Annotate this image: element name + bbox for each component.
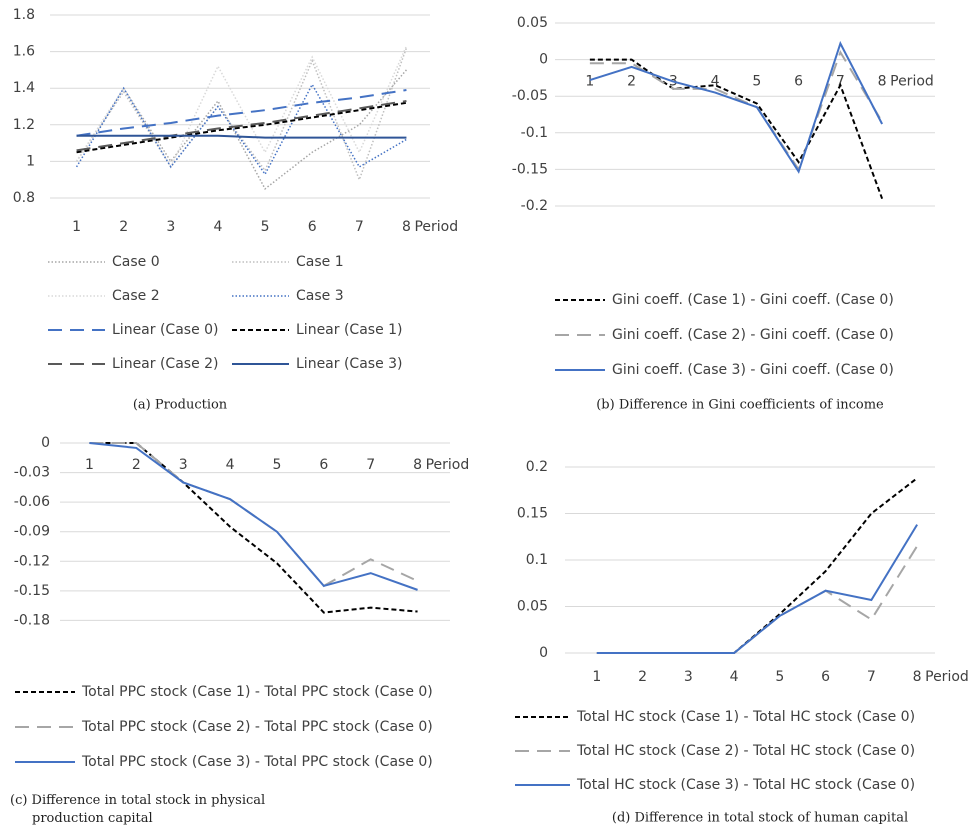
series-line — [76, 89, 407, 137]
series-line — [76, 134, 407, 139]
y-tick-label: 0 — [539, 52, 548, 68]
x-axis-label: Period — [414, 219, 458, 235]
x-tick-label: 6 — [308, 219, 317, 235]
legend-label: Case 1 — [296, 254, 344, 270]
x-tick-label: 1 — [72, 219, 81, 235]
y-tick-label: 0.1 — [526, 552, 548, 568]
y-tick-label: -0.18 — [14, 612, 50, 628]
x-tick-label: 8 — [413, 457, 422, 473]
y-tick-label: -0.15 — [14, 583, 50, 599]
series-line — [89, 442, 418, 591]
y-tick-label: 0 — [539, 645, 548, 661]
x-tick-label: 3 — [179, 457, 188, 473]
y-tick-label: 0.05 — [517, 599, 548, 615]
legend-label: Total PPC stock (Case 3) - Total PPC sto… — [81, 754, 433, 770]
x-tick-label: 8 — [402, 219, 411, 235]
y-tick-label: 0.15 — [517, 506, 548, 522]
y-tick-label: 0.05 — [517, 15, 548, 31]
y-tick-label: -0.2 — [521, 198, 548, 214]
x-tick-label: 6 — [821, 669, 830, 685]
x-tick-label: 8 — [878, 74, 887, 90]
x-tick-label: 5 — [261, 219, 270, 235]
x-tick-label: 7 — [366, 457, 375, 473]
x-tick-label: 7 — [867, 669, 876, 685]
y-tick-label: 1 — [26, 153, 35, 169]
x-tick-label: 3 — [166, 219, 175, 235]
x-tick-label: 4 — [226, 457, 235, 473]
legend-label: Total PPC stock (Case 2) - Total PPC sto… — [81, 719, 433, 735]
y-tick-label: -0.09 — [14, 524, 50, 540]
legend-label: Linear (Case 3) — [296, 356, 403, 372]
series-line — [589, 58, 884, 200]
y-tick-label: -0.05 — [512, 88, 548, 104]
y-tick-label: -0.1 — [521, 125, 548, 141]
series-line — [596, 477, 918, 654]
legend-label: Gini coeff. (Case 2) - Gini coeff. (Case… — [612, 327, 894, 343]
y-tick-label: 0.8 — [13, 190, 35, 206]
legend-label: Total HC stock (Case 1) - Total HC stock… — [576, 709, 915, 725]
x-axis-label: Period — [426, 457, 470, 473]
y-tick-label: -0.06 — [14, 494, 50, 510]
x-tick-label: 4 — [213, 219, 222, 235]
legend-label: Linear (Case 0) — [112, 322, 219, 338]
y-tick-label: 1.4 — [13, 80, 35, 96]
x-tick-label: 2 — [638, 669, 647, 685]
legend-label: Total HC stock (Case 3) - Total HC stock… — [576, 777, 915, 793]
legend-label: Linear (Case 2) — [112, 356, 219, 372]
x-tick-label: 5 — [272, 457, 281, 473]
series-line — [589, 40, 884, 174]
x-tick-label: 1 — [85, 457, 94, 473]
legend-label: Case 2 — [112, 288, 160, 304]
x-tick-label: 6 — [319, 457, 328, 473]
series-line — [75, 47, 408, 182]
legend-label: Total PPC stock (Case 1) - Total PPC sto… — [81, 684, 433, 700]
caption: (c) Difference in total stock in physica… — [10, 793, 265, 826]
x-tick-label: 1 — [585, 74, 594, 90]
x-tick-label: 4 — [730, 669, 739, 685]
y-tick-label: 1.2 — [13, 117, 35, 133]
legend-label: Case 0 — [112, 254, 160, 270]
x-tick-label: 7 — [355, 219, 364, 235]
x-tick-label: 8 — [913, 669, 922, 685]
x-tick-label: 6 — [794, 74, 803, 90]
series-line — [76, 100, 407, 152]
x-axis-label: Period — [925, 669, 969, 685]
legend-label: Gini coeff. (Case 1) - Gini coeff. (Case… — [612, 292, 894, 308]
x-tick-label: 4 — [711, 74, 720, 90]
caption: (d) Difference in total stock of human c… — [612, 811, 908, 826]
y-tick-label: 0.2 — [526, 459, 548, 475]
y-tick-label: 0 — [41, 435, 50, 451]
legend-label: Case 3 — [296, 288, 344, 304]
legend-label: Total HC stock (Case 2) - Total HC stock… — [576, 743, 915, 759]
series-line — [589, 49, 883, 172]
x-tick-label: 2 — [132, 457, 141, 473]
y-tick-label: -0.12 — [14, 553, 50, 569]
x-tick-label: 2 — [627, 74, 636, 90]
x-tick-label: 2 — [119, 219, 128, 235]
y-tick-label: -0.15 — [512, 161, 548, 177]
legend-label: Linear (Case 1) — [296, 322, 403, 338]
series-line — [75, 45, 408, 169]
x-tick-label: 5 — [752, 74, 761, 90]
x-tick-label: 3 — [684, 669, 693, 685]
x-axis-label: Period — [890, 74, 934, 90]
series-line — [596, 524, 918, 654]
caption: (b) Difference in Gini coefficients of i… — [596, 398, 884, 413]
caption: (a) Production — [133, 398, 228, 413]
y-tick-label: 1.6 — [13, 44, 35, 60]
x-tick-label: 7 — [836, 74, 845, 90]
legend-label: Gini coeff. (Case 3) - Gini coeff. (Case… — [612, 362, 894, 378]
y-tick-label: -0.03 — [14, 465, 50, 481]
x-tick-label: 5 — [775, 669, 784, 685]
series-line — [75, 82, 407, 176]
y-tick-label: 1.8 — [13, 7, 35, 23]
x-tick-label: 1 — [592, 669, 601, 685]
